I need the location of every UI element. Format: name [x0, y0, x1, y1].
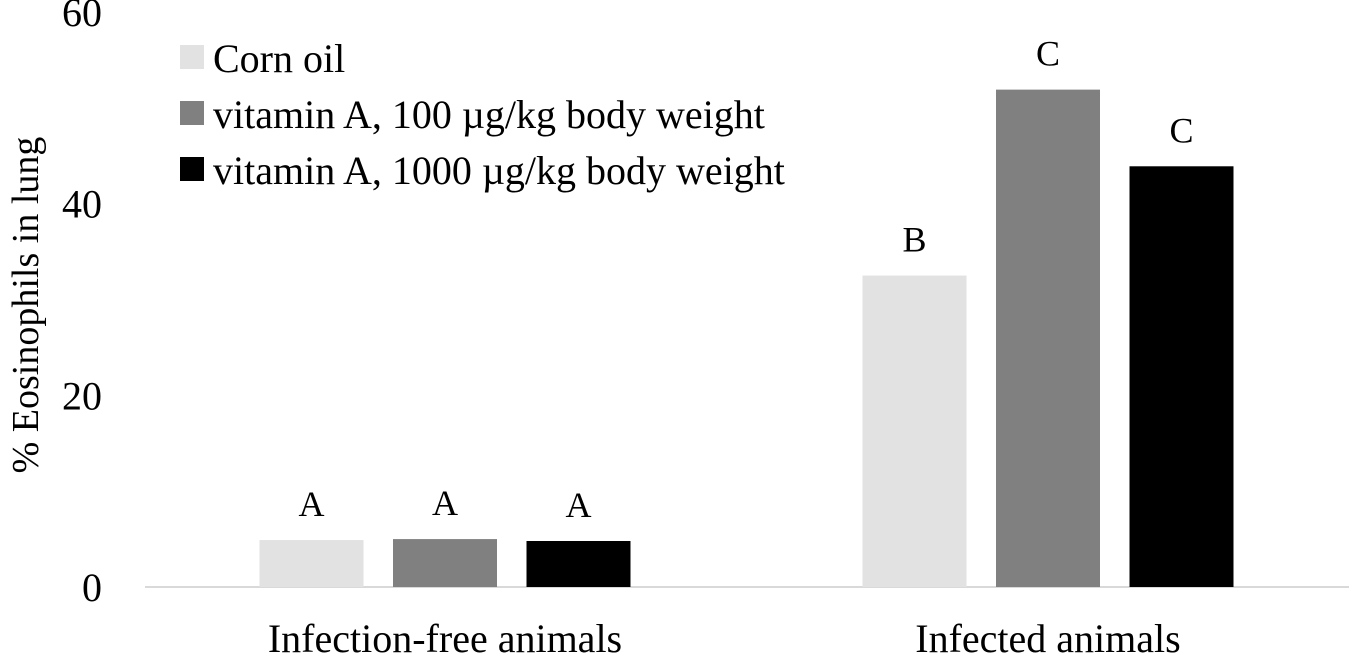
significance-letter: A — [299, 484, 325, 524]
bar — [996, 89, 1100, 587]
legend-swatch — [180, 45, 204, 69]
bar — [259, 540, 364, 587]
bar — [1129, 166, 1234, 587]
y-tick-label: 40 — [62, 182, 102, 227]
legend-swatch — [180, 101, 204, 125]
x-category-label: Infected animals — [915, 616, 1180, 657]
x-category-label: Infection-free animals — [268, 616, 622, 657]
legend-entry-label: vitamin A, 1000 µg/kg body weight — [213, 148, 785, 193]
legend: Corn oil vitamin A, 100 µg/kg body weight… — [180, 36, 785, 193]
significance-labels: A A A B C C — [299, 34, 1194, 525]
legend-swatch — [180, 157, 204, 181]
y-tick-label: 60 — [62, 0, 102, 35]
y-tick-label: 0 — [82, 565, 102, 610]
significance-letter: C — [1169, 110, 1193, 150]
legend-entry-label: Corn oil — [213, 36, 345, 81]
significance-letter: B — [902, 220, 926, 260]
legend-entry-label: vitamin A, 100 µg/kg body weight — [213, 92, 765, 137]
y-axis-label: % Eosinophils in lung — [5, 137, 47, 474]
bar-series-group — [259, 89, 1234, 587]
significance-letter: A — [432, 483, 458, 523]
bar — [862, 275, 967, 587]
significance-letter: A — [566, 485, 592, 525]
y-tick-label: 20 — [62, 373, 102, 418]
y-axis-ticks: 0 20 40 60 — [62, 0, 102, 610]
bar — [393, 539, 497, 587]
category-labels: Infection-free animals Infected animals — [268, 616, 1181, 657]
significance-letter: C — [1036, 34, 1060, 74]
bar — [526, 541, 631, 587]
